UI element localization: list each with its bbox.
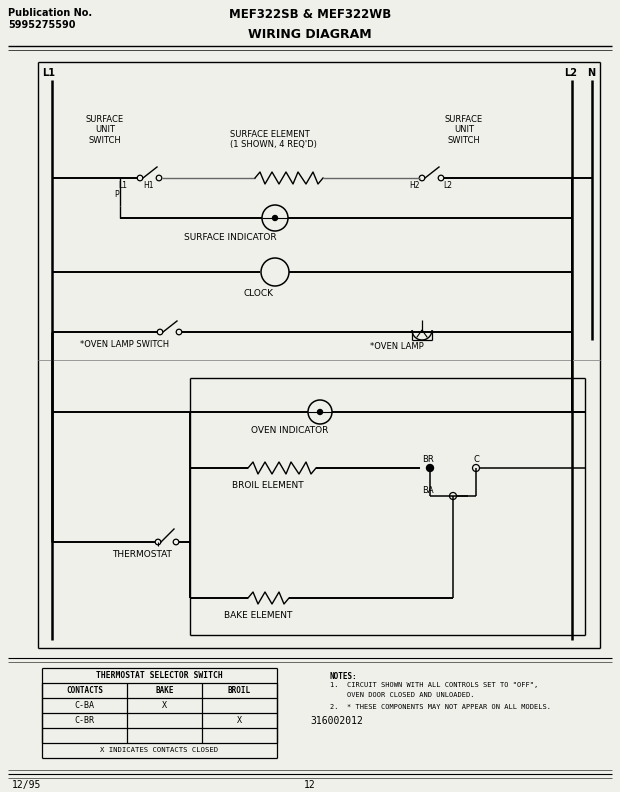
Text: H1: H1 — [143, 181, 154, 190]
Text: X: X — [162, 701, 167, 710]
Text: SURFACE
UNIT
SWITCH: SURFACE UNIT SWITCH — [86, 115, 124, 145]
Text: 2.  * THESE COMPONENTS MAY NOT APPEAR ON ALL MODELS.: 2. * THESE COMPONENTS MAY NOT APPEAR ON … — [330, 704, 551, 710]
Text: Publication No.
5995275590: Publication No. 5995275590 — [8, 8, 92, 29]
Text: SURFACE INDICATOR: SURFACE INDICATOR — [184, 233, 277, 242]
Text: *OVEN LAMP: *OVEN LAMP — [370, 342, 423, 351]
Text: L2: L2 — [564, 68, 577, 78]
Text: OVEN DOOR CLOSED AND UNLOADED.: OVEN DOOR CLOSED AND UNLOADED. — [330, 692, 474, 698]
Text: L1: L1 — [118, 181, 127, 190]
Text: NOTES:: NOTES: — [330, 672, 358, 681]
Text: BAKE ELEMENT: BAKE ELEMENT — [224, 611, 292, 620]
Text: 12: 12 — [304, 780, 316, 790]
Text: C: C — [474, 455, 480, 464]
Text: BR: BR — [422, 455, 434, 464]
Circle shape — [273, 215, 278, 220]
Text: THERMOSTAT: THERMOSTAT — [112, 550, 172, 559]
Text: L2: L2 — [443, 181, 452, 190]
Circle shape — [427, 464, 433, 471]
Text: BA: BA — [422, 486, 433, 495]
Text: SURFACE
UNIT
SWITCH: SURFACE UNIT SWITCH — [445, 115, 483, 145]
Text: 1.  CIRCUIT SHOWN WITH ALL CONTROLS SET TO "OFF",: 1. CIRCUIT SHOWN WITH ALL CONTROLS SET T… — [330, 682, 538, 688]
Text: L1: L1 — [42, 68, 55, 78]
Text: H2: H2 — [409, 181, 420, 190]
Text: MEF322SB & MEF322WB: MEF322SB & MEF322WB — [229, 8, 391, 21]
Text: WIRING DIAGRAM: WIRING DIAGRAM — [248, 28, 372, 41]
Text: 12/95: 12/95 — [12, 780, 42, 790]
Text: 316002012: 316002012 — [310, 716, 363, 726]
Text: (1 SHOWN, 4 REQ'D): (1 SHOWN, 4 REQ'D) — [230, 140, 317, 149]
Text: C-BR: C-BR — [74, 716, 94, 725]
Text: P: P — [114, 190, 118, 199]
Text: OVEN INDICATOR: OVEN INDICATOR — [251, 426, 329, 435]
Text: X INDICATES CONTACTS CLOSED: X INDICATES CONTACTS CLOSED — [100, 748, 219, 753]
Text: N: N — [587, 68, 595, 78]
Text: BROIL: BROIL — [228, 686, 251, 695]
Text: *OVEN LAMP SWITCH: *OVEN LAMP SWITCH — [80, 340, 169, 349]
Text: THERMOSTAT SELECTOR SWITCH: THERMOSTAT SELECTOR SWITCH — [96, 671, 223, 680]
Text: SURFACE ELEMENT: SURFACE ELEMENT — [230, 130, 310, 139]
Circle shape — [317, 409, 322, 414]
Text: X: X — [237, 716, 242, 725]
Text: CLOCK: CLOCK — [243, 289, 273, 298]
Text: BROIL ELEMENT: BROIL ELEMENT — [232, 481, 304, 490]
Text: C-BA: C-BA — [74, 701, 94, 710]
Text: CONTACTS: CONTACTS — [66, 686, 103, 695]
Text: BAKE: BAKE — [155, 686, 174, 695]
